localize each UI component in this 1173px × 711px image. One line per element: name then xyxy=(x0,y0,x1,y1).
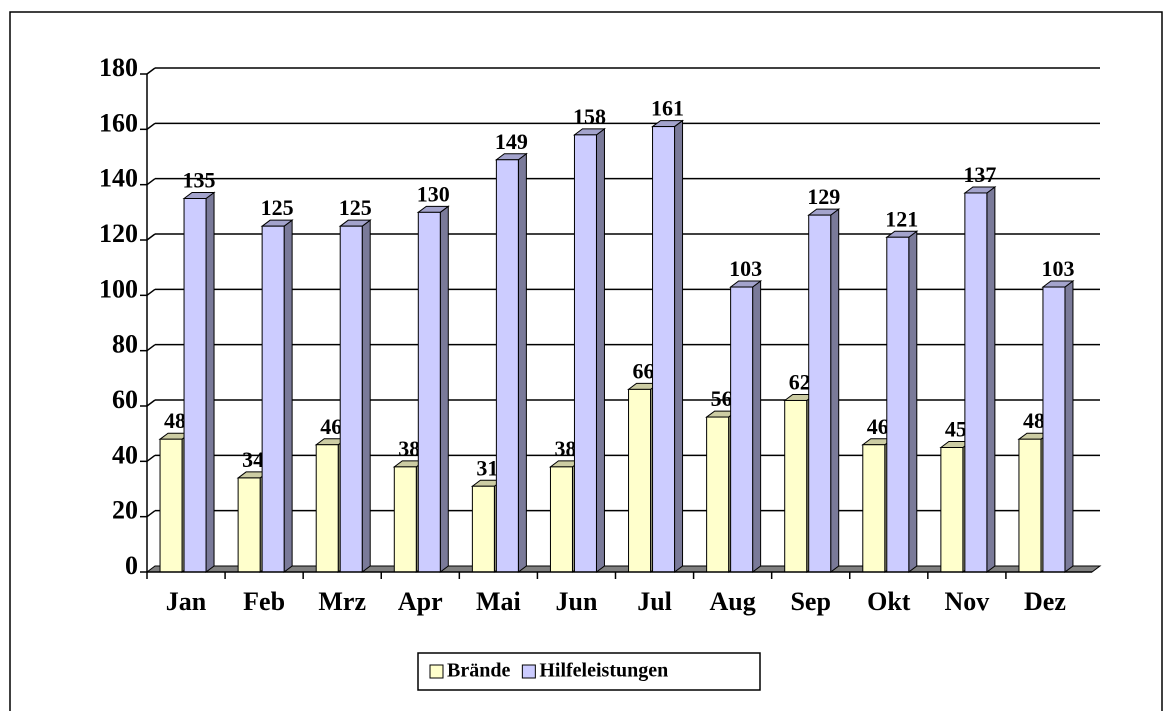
grid-line-side xyxy=(146,178,156,186)
bar xyxy=(573,134,597,573)
bar-side xyxy=(283,219,293,573)
x-tick-label: Dez xyxy=(1024,587,1066,616)
data-label: 161 xyxy=(651,96,684,121)
data-label: 31 xyxy=(476,455,498,480)
bar xyxy=(940,447,964,573)
data-label: 34 xyxy=(242,447,264,472)
y-tick-label: 120 xyxy=(99,219,138,248)
bar-side xyxy=(517,152,527,573)
y-tick-label: 180 xyxy=(99,53,138,82)
data-label: 125 xyxy=(339,195,372,220)
data-label: 130 xyxy=(417,181,450,206)
data-label: 48 xyxy=(1023,408,1045,433)
grid-line-side xyxy=(146,233,156,241)
bar xyxy=(628,388,652,573)
grid-line-side xyxy=(146,344,156,352)
y-tick-label: 60 xyxy=(112,385,138,414)
data-label: 62 xyxy=(789,370,811,395)
data-label: 129 xyxy=(807,184,840,209)
legend-label: Brände xyxy=(447,660,510,682)
bar xyxy=(417,211,441,573)
legend-box xyxy=(417,652,761,691)
grid-line-side xyxy=(146,454,156,462)
x-tick-label: Apr xyxy=(398,587,443,616)
bar-side xyxy=(595,127,605,573)
bar xyxy=(471,485,495,573)
x-tick-label: Feb xyxy=(243,587,285,616)
bar-side xyxy=(439,205,449,573)
legend-swatch xyxy=(521,664,536,679)
data-label: 56 xyxy=(711,386,733,411)
bar xyxy=(549,466,573,573)
bar xyxy=(886,236,910,573)
x-tick-label: Mrz xyxy=(318,587,366,616)
x-tick-label: Jan xyxy=(166,587,207,616)
data-label: 66 xyxy=(633,358,655,383)
data-label: 137 xyxy=(963,162,996,187)
y-tick-label: 80 xyxy=(112,330,138,359)
legend-swatch xyxy=(429,664,444,679)
y-tick-label: 0 xyxy=(125,551,138,580)
data-label: 103 xyxy=(729,256,762,281)
data-label: 46 xyxy=(867,414,889,439)
bar xyxy=(339,225,363,573)
bar xyxy=(1018,438,1042,573)
bar xyxy=(1042,286,1066,573)
bar xyxy=(183,198,207,573)
bar xyxy=(730,286,754,573)
bar xyxy=(261,225,285,573)
data-label: 45 xyxy=(945,417,967,442)
bar-side xyxy=(908,230,918,573)
y-tick-label: 160 xyxy=(99,108,138,137)
data-label: 103 xyxy=(1041,256,1074,281)
legend-label: Hilfeleistungen xyxy=(539,660,668,682)
bar xyxy=(495,159,519,573)
x-tick-label: Jul xyxy=(637,587,672,616)
x-tick-label: Okt xyxy=(867,587,911,616)
bar-side xyxy=(205,191,215,573)
bar xyxy=(159,438,183,573)
x-tick-label: Jun xyxy=(555,587,597,616)
bar xyxy=(808,214,832,573)
bar xyxy=(862,444,886,573)
data-label: 135 xyxy=(183,168,216,193)
data-label: 121 xyxy=(885,206,918,231)
bar-side xyxy=(830,208,840,573)
bar-side xyxy=(674,119,684,573)
data-label: 149 xyxy=(495,129,528,154)
bar xyxy=(964,192,988,573)
y-tick-label: 100 xyxy=(99,274,138,303)
y-tick-label: 40 xyxy=(112,440,138,469)
y-tick-label: 20 xyxy=(112,496,138,525)
data-label: 38 xyxy=(398,436,420,461)
x-tick-label: Aug xyxy=(710,587,756,616)
data-label: 46 xyxy=(320,414,342,439)
grid-line-side xyxy=(146,122,156,130)
data-label: 158 xyxy=(573,104,606,129)
bar-side xyxy=(986,185,996,573)
grid-line-side xyxy=(146,288,156,296)
x-tick-label: Mai xyxy=(476,587,521,616)
bar xyxy=(784,399,808,573)
data-label: 48 xyxy=(164,408,186,433)
bar-side xyxy=(1064,280,1074,573)
data-label: 125 xyxy=(261,195,294,220)
bar-side xyxy=(752,280,762,573)
bar xyxy=(393,466,417,573)
bar xyxy=(706,416,730,573)
x-tick-label: Sep xyxy=(790,587,830,616)
grid-line-side xyxy=(146,510,156,518)
x-tick-label: Nov xyxy=(944,587,989,616)
grid-line-side xyxy=(146,67,156,75)
bar xyxy=(652,126,676,573)
bar-side xyxy=(361,219,371,573)
grid-line-side xyxy=(146,399,156,407)
bar xyxy=(237,477,261,573)
y-tick-label: 140 xyxy=(99,164,138,193)
bar xyxy=(315,444,339,573)
data-label: 38 xyxy=(554,436,576,461)
